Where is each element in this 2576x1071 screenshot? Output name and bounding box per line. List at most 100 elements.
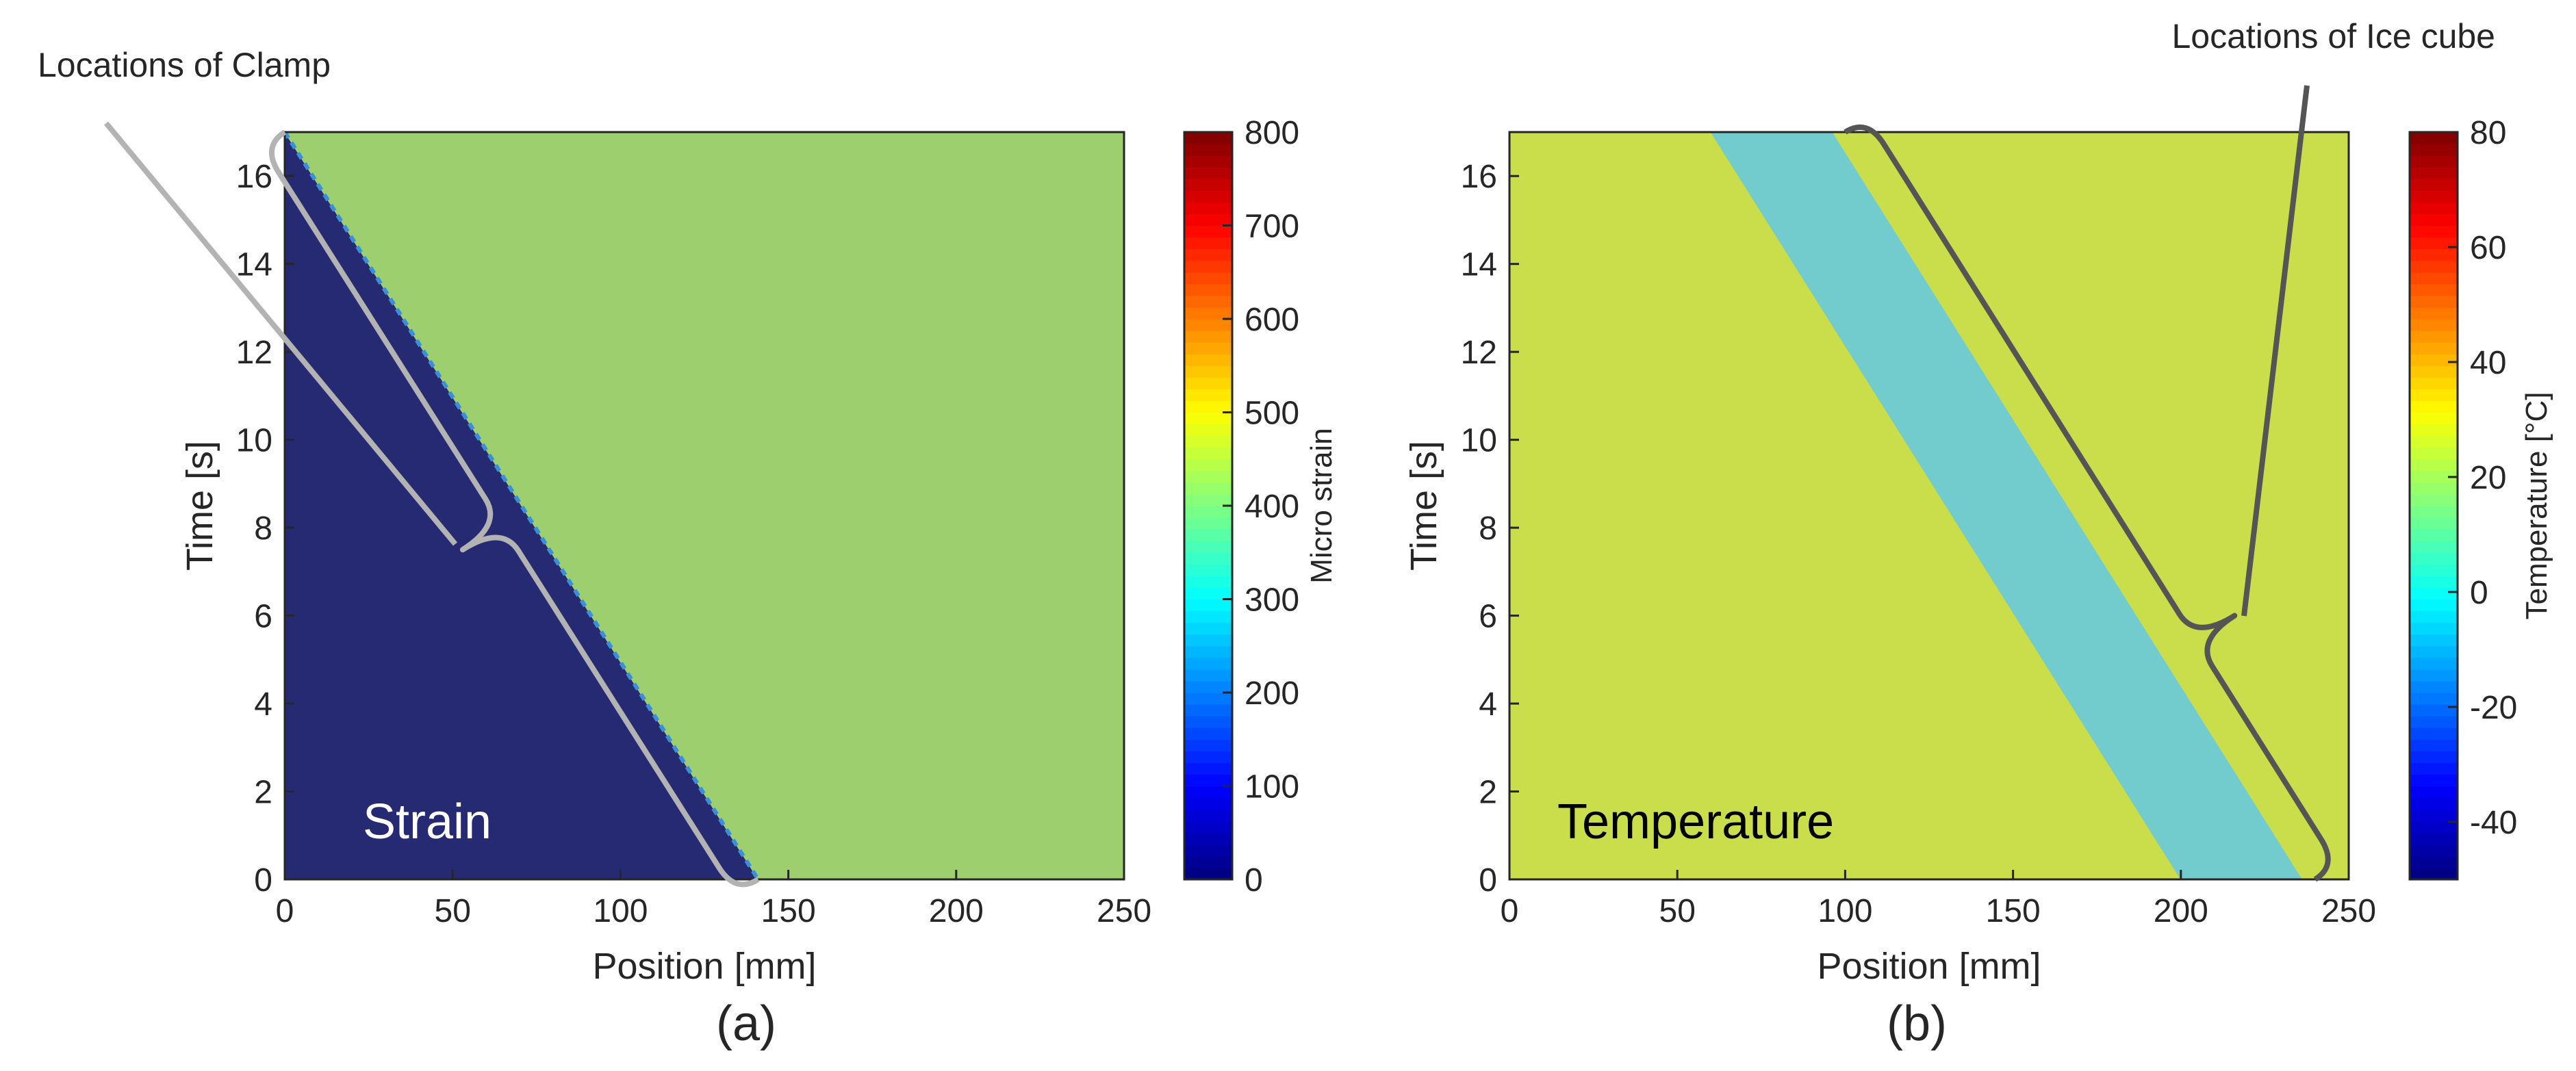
x-tick-label: 250 bbox=[2321, 893, 2376, 929]
colorbar-segment bbox=[1184, 669, 1232, 682]
colorbar-tick-label: 300 bbox=[1245, 582, 1299, 619]
colorbar-segment bbox=[2410, 400, 2458, 413]
colorbar-segment bbox=[1184, 225, 1232, 238]
colorbar-segment bbox=[1184, 493, 1232, 506]
colorbar-segment bbox=[1184, 470, 1232, 483]
y-tick-label: 6 bbox=[1479, 599, 1497, 635]
colorbar-segment bbox=[1184, 307, 1232, 320]
colorbar-segment bbox=[1184, 331, 1232, 343]
colorbar-segment bbox=[2410, 342, 2458, 354]
colorbar-segment bbox=[2410, 645, 2458, 658]
colorbar-segment bbox=[1184, 283, 1232, 296]
colorbar-segment bbox=[1184, 248, 1232, 261]
ice-cube-leader-line bbox=[2241, 85, 2310, 617]
colorbar-segment bbox=[1184, 400, 1232, 413]
colorbar-label-strain: Micro strain bbox=[1305, 428, 1338, 583]
colorbar-segment bbox=[1184, 447, 1232, 460]
colorbar-segment bbox=[2410, 762, 2458, 775]
colorbar-segment bbox=[1184, 132, 1232, 144]
colorbar-segment bbox=[2410, 237, 2458, 250]
x-tick-label: 200 bbox=[2154, 893, 2208, 929]
x-tick-label: 150 bbox=[1986, 893, 2041, 929]
y-tick-label: 14 bbox=[1461, 247, 1497, 283]
y-axis-b: 0 2 4 6 8 10 12 14 16 bbox=[1461, 159, 1519, 899]
colorbar-segment bbox=[1184, 202, 1232, 215]
y-tick-label: 10 bbox=[236, 423, 272, 459]
y-tick-label: 8 bbox=[254, 511, 272, 547]
y-tick-label: 12 bbox=[236, 335, 272, 371]
colorbar-segment bbox=[2410, 680, 2458, 693]
colorbar-segment bbox=[1184, 832, 1232, 845]
colorbar-segment bbox=[2410, 774, 2458, 787]
colorbar-segment bbox=[2410, 225, 2458, 238]
y-tick-label: 16 bbox=[1461, 159, 1497, 195]
colorbar-segment bbox=[1184, 190, 1232, 203]
colorbar-segment bbox=[1184, 704, 1232, 717]
x-axis-a: 0 50 100 150 200 250 bbox=[276, 870, 1151, 929]
colorbar-tick-label: 40 bbox=[2470, 345, 2506, 381]
colorbar-segment bbox=[1184, 774, 1232, 787]
colorbar-segment bbox=[2410, 552, 2458, 565]
colorbar-segment bbox=[1184, 260, 1232, 273]
colorbar-segment bbox=[1184, 342, 1232, 354]
colorbar-tick-label: 0 bbox=[1245, 862, 1263, 899]
clamp-leader-line bbox=[103, 121, 458, 546]
colorbar-segment bbox=[2410, 459, 2458, 472]
colorbar-segment bbox=[1184, 693, 1232, 705]
x-tick-label: 50 bbox=[1659, 893, 1696, 929]
colorbar-segment bbox=[2410, 786, 2458, 799]
colorbar-segment bbox=[2410, 295, 2458, 308]
colorbar-segment bbox=[2410, 657, 2458, 670]
colorbar-segment bbox=[2410, 610, 2458, 623]
colorbar-segment bbox=[2410, 727, 2458, 740]
heatmap-strain bbox=[283, 131, 1125, 881]
colorbar-segment bbox=[2410, 716, 2458, 728]
panel-a: 0 50 100 150 200 250 0 2 4 6 8 10 12 14 16 Position [… bbox=[38, 46, 1338, 1051]
colorbar-segment bbox=[1184, 435, 1232, 448]
colorbar-tick-label: 800 bbox=[1245, 115, 1299, 151]
x-tick-label: 250 bbox=[1097, 893, 1151, 929]
inset-label-temperature: Temperature bbox=[1557, 795, 1834, 849]
y-tick-label: 2 bbox=[254, 775, 272, 811]
colorbar-segment bbox=[2410, 506, 2458, 518]
colorbar-segment bbox=[2410, 482, 2458, 495]
colorbar-segment bbox=[1184, 389, 1232, 402]
panel-label-a: (a) bbox=[716, 996, 776, 1051]
x-tick-label: 100 bbox=[1818, 893, 1872, 929]
colorbar-segment bbox=[1184, 237, 1232, 250]
y-tick-label: 0 bbox=[1479, 862, 1497, 899]
colorbar-segment bbox=[2410, 144, 2458, 156]
colorbar-tick-label: -40 bbox=[2470, 805, 2517, 841]
y-tick-label: 4 bbox=[1479, 686, 1497, 723]
y-tick-label: 4 bbox=[254, 686, 272, 723]
colorbar-segment bbox=[2410, 424, 2458, 437]
colorbar-segment bbox=[2410, 493, 2458, 506]
x-tick-label: 150 bbox=[761, 893, 816, 929]
colorbar-segment bbox=[1184, 855, 1232, 868]
colorbar-segment bbox=[1184, 506, 1232, 518]
colorbar-segment bbox=[2410, 377, 2458, 389]
colorbar-segment bbox=[1184, 657, 1232, 670]
ice-cube-annotation: Locations of Ice cube bbox=[2171, 17, 2495, 55]
colorbar-tick-label: 400 bbox=[1245, 489, 1299, 525]
colorbar-segment bbox=[1184, 622, 1232, 635]
colorbar-segment bbox=[2410, 307, 2458, 320]
colorbar-segment bbox=[2410, 564, 2458, 576]
colorbar-segment bbox=[2410, 855, 2458, 868]
colorbar-segment bbox=[2410, 190, 2458, 203]
colorbar-tick-label: 200 bbox=[1245, 675, 1299, 712]
colorbar-segment bbox=[2410, 541, 2458, 553]
colorbar-segment bbox=[2410, 751, 2458, 763]
colorbar-segment bbox=[2410, 331, 2458, 343]
colorbar-segment bbox=[2410, 797, 2458, 810]
y-tick-label: 12 bbox=[1461, 335, 1497, 371]
colorbar-segment bbox=[1184, 797, 1232, 810]
clamp-bracket bbox=[268, 129, 760, 888]
colorbar-segment bbox=[1184, 821, 1232, 834]
y-tick-label: 14 bbox=[236, 247, 272, 283]
colorbar-segment bbox=[2410, 576, 2458, 589]
colorbar-tick-label: 600 bbox=[1245, 302, 1299, 338]
colorbar-segment bbox=[1184, 354, 1232, 366]
